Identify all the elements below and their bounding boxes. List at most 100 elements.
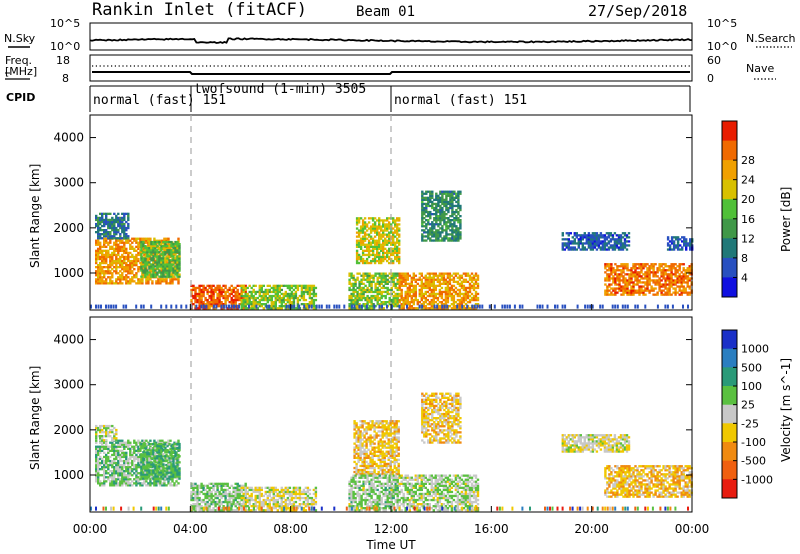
echo-cell <box>272 307 275 310</box>
echo-cell <box>414 278 417 281</box>
echo-cell <box>304 288 308 292</box>
echo-cell <box>593 232 597 235</box>
echo-cell <box>392 227 395 230</box>
colorbar-swatch <box>722 257 737 278</box>
echo-cell <box>449 194 452 197</box>
echo-cell <box>160 257 163 260</box>
echo-cell <box>154 261 157 264</box>
echo-cell <box>161 484 164 487</box>
echo-cell <box>115 282 118 285</box>
echo-cell <box>155 482 158 485</box>
echo-cell <box>105 255 108 259</box>
echo-cell <box>115 220 118 224</box>
echo-cell <box>202 290 205 294</box>
echo-cell <box>449 229 452 232</box>
echo-cell <box>310 301 314 304</box>
echo-cell <box>606 275 609 278</box>
echo-cell <box>105 439 108 442</box>
echo-cell <box>376 253 379 257</box>
echo-cell <box>250 292 253 296</box>
echo-cell <box>164 265 167 268</box>
echo-cell <box>626 269 629 272</box>
echo-cell <box>278 288 281 292</box>
echo-cell <box>152 257 155 260</box>
echo-cell <box>630 275 633 278</box>
echo-cell <box>176 249 179 252</box>
echo-cell <box>123 276 126 279</box>
echo-cell <box>111 480 114 483</box>
echo-cell <box>433 213 436 216</box>
echo-cell <box>585 240 588 243</box>
echo-cell <box>115 243 118 246</box>
echo-cell <box>672 248 676 251</box>
echo-cell <box>123 255 126 259</box>
echo-cell <box>418 272 421 275</box>
echo-cell <box>431 233 434 236</box>
echo-cell <box>618 275 621 278</box>
echo-cell <box>276 288 279 292</box>
echo-cell <box>373 257 377 261</box>
echo-cell <box>123 261 126 265</box>
echo-cell <box>380 290 383 294</box>
echo-cell <box>470 278 474 281</box>
echo-cell <box>133 274 136 277</box>
echo-cell <box>398 294 401 298</box>
echo-cell <box>642 267 645 270</box>
echo-cell <box>242 290 245 294</box>
echo-cell <box>95 478 98 481</box>
echo-cell <box>117 224 120 228</box>
echo-cell <box>258 294 261 298</box>
echo-cell <box>137 463 140 467</box>
echo-cell <box>158 243 161 246</box>
echo-cell <box>688 269 691 272</box>
echo-cell <box>119 439 122 442</box>
echo-cell <box>376 280 379 283</box>
echo-cell <box>129 453 132 457</box>
echo-cell <box>625 248 629 251</box>
echo-cell <box>396 239 399 242</box>
echo-cell <box>170 255 173 258</box>
echo-cell <box>133 268 136 271</box>
echo-cell <box>270 305 273 308</box>
echo-cell <box>218 298 221 302</box>
echo-cell <box>455 217 458 220</box>
echo-cell <box>234 298 237 302</box>
echo-cell <box>603 244 607 247</box>
echo-cell <box>101 474 104 477</box>
echo-cell <box>260 305 263 308</box>
echo-cell <box>125 478 128 481</box>
echo-cell <box>458 298 462 302</box>
echo-cell <box>144 249 147 252</box>
echo-cell <box>228 288 231 292</box>
echo-cell <box>685 238 688 241</box>
echo-cell <box>369 243 373 246</box>
echo-cell <box>424 298 427 302</box>
echo-cell <box>143 480 146 483</box>
echo-cell <box>135 470 138 473</box>
echo-cell <box>378 231 381 234</box>
echo-cell <box>431 235 434 238</box>
noise-right-tick-bottom: 10^0 <box>707 40 737 53</box>
echo-cell <box>638 263 641 266</box>
echo-cell <box>144 275 147 278</box>
echo-cell <box>450 296 454 300</box>
echo-cell <box>432 292 435 296</box>
echo-cell <box>455 225 458 228</box>
echo-cell <box>161 278 164 281</box>
echo-cell <box>95 266 98 269</box>
echo-cell <box>604 289 607 292</box>
echo-cell <box>155 484 158 487</box>
echo-cell <box>109 461 112 465</box>
echo-cell <box>624 283 627 286</box>
echo-cell <box>433 198 436 201</box>
echo-cell <box>658 269 661 272</box>
echo-cell <box>376 219 379 222</box>
echo-cell <box>119 278 122 281</box>
echo-cell <box>577 240 580 243</box>
echo-cell <box>577 246 580 249</box>
echo-cell <box>644 271 647 274</box>
echo-cell <box>131 445 134 448</box>
echo-cell <box>95 428 98 432</box>
echo-cell <box>125 235 128 238</box>
echo-cell <box>129 443 132 446</box>
